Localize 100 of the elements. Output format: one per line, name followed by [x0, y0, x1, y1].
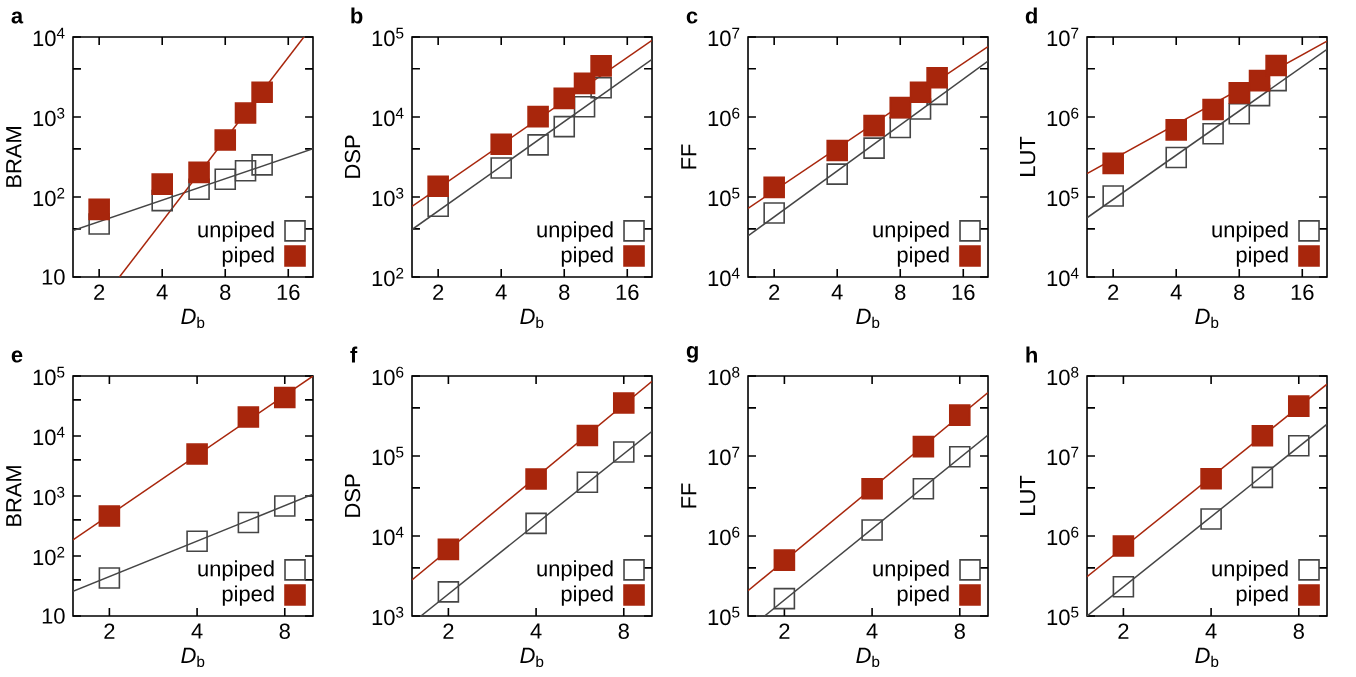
- x-tick-label: 4: [1205, 623, 1217, 639]
- y-tick-label: 10$^{5}$: [1047, 606, 1079, 626]
- y-tick-label: 10$^{3}$: [372, 606, 404, 626]
- chart-title: f: [350, 346, 358, 363]
- y-axis-title: BRAM: [6, 127, 22, 187]
- y-tick-label: 10$^{7}$: [708, 27, 740, 47]
- y-tick-label: 10: [42, 608, 65, 624]
- x-axis-title: D$_{b}$: [520, 647, 544, 668]
- chart-title: g: [686, 346, 698, 363]
- x-tick-label: 2: [1108, 284, 1119, 300]
- x-tick-label: 8: [1234, 284, 1245, 301]
- chart-title: d: [1025, 7, 1037, 24]
- y-tick-label: 10$^{5}$: [708, 606, 740, 626]
- y-tick-label: 10$^{4}$: [372, 526, 404, 546]
- x-axis-title: D$_{b}$: [856, 308, 880, 329]
- x-tick-label: 4: [191, 623, 203, 639]
- x-tick-label: 2: [1118, 623, 1129, 639]
- y-tick-label: 10$^{6}$: [1047, 107, 1079, 127]
- legend-label: unpiped: [537, 560, 613, 581]
- y-tick-label: 10$^{5}$: [372, 27, 404, 47]
- x-axis-title: D$_{b}$: [181, 308, 205, 329]
- x-axis-title: D$_{b}$: [1195, 308, 1219, 329]
- legend-label: piped: [222, 585, 274, 606]
- x-tick-label: 16: [616, 284, 639, 301]
- x-tick-label: 2: [769, 284, 780, 300]
- x-tick-label: 16: [277, 284, 300, 301]
- y-tick-label: 10$^{3}$: [33, 107, 65, 127]
- y-tick-label: 10$^{4}$: [708, 267, 740, 287]
- y-tick-label: 10$^{2}$: [372, 267, 404, 287]
- x-tick-label: 8: [954, 623, 965, 640]
- x-tick-label: 4: [831, 284, 843, 300]
- y-axis-title: FF: [681, 144, 697, 169]
- x-tick-label: 2: [779, 623, 790, 639]
- y-tick-label: 10$^{7}$: [1047, 27, 1079, 47]
- chart-title: e: [11, 350, 23, 363]
- x-tick-label: 16: [1291, 284, 1314, 301]
- y-tick-label: 10$^{6}$: [372, 366, 404, 386]
- y-axis-title: DSP: [344, 474, 361, 517]
- legend-label: unpiped: [537, 221, 613, 242]
- y-tick-label: 10$^{4}$: [1047, 267, 1079, 287]
- x-tick-label: 8: [1293, 623, 1304, 640]
- legend-label: piped: [897, 246, 949, 267]
- legend-label: unpiped: [198, 560, 274, 581]
- y-tick-label: 10$^{6}$: [708, 526, 740, 546]
- y-tick-label: 10$^{2}$: [33, 546, 65, 566]
- legend-label: piped: [1236, 246, 1288, 267]
- x-tick-label: 8: [220, 284, 231, 301]
- x-tick-label: 2: [443, 623, 454, 639]
- x-tick-label: 8: [618, 623, 629, 640]
- x-axis-title: D$_{b}$: [1195, 647, 1219, 668]
- x-tick-label: 4: [1170, 284, 1182, 300]
- legend-label: unpiped: [873, 221, 949, 242]
- legend-label: piped: [222, 246, 274, 267]
- y-tick-label: 10$^{8}$: [1047, 366, 1079, 386]
- x-tick-label: 2: [433, 284, 444, 300]
- y-tick-label: 10$^{4}$: [372, 107, 404, 127]
- chart-title: c: [686, 11, 698, 24]
- x-axis-title: D$_{b}$: [856, 647, 880, 668]
- x-tick-label: 4: [495, 284, 507, 300]
- y-tick-label: 10$^{3}$: [372, 187, 404, 207]
- x-tick-label: 4: [866, 623, 878, 639]
- x-tick-label: 2: [104, 623, 115, 639]
- x-tick-label: 8: [559, 284, 570, 301]
- legend-label: unpiped: [1212, 221, 1288, 242]
- y-axis-title: FF: [681, 483, 697, 508]
- legend-label: unpiped: [1212, 560, 1288, 581]
- legend-label: piped: [1236, 585, 1288, 606]
- x-tick-label: 4: [156, 284, 168, 300]
- y-tick-label: 10$^{6}$: [708, 107, 740, 127]
- legend-label: piped: [897, 585, 949, 606]
- x-tick-label: 16: [952, 284, 975, 301]
- x-axis-title: D$_{b}$: [181, 647, 205, 668]
- y-tick-label: 10$^{5}$: [33, 366, 65, 386]
- x-tick-label: 4: [530, 623, 542, 639]
- x-tick-label: 8: [279, 623, 290, 640]
- y-tick-label: 10$^{2}$: [33, 187, 65, 207]
- y-axis-title: BRAM: [6, 466, 22, 526]
- y-tick-label: 10$^{8}$: [708, 366, 740, 386]
- y-axis-title: DSP: [344, 135, 361, 178]
- legend-label: unpiped: [873, 560, 949, 581]
- y-tick-label: 10$^{3}$: [33, 486, 65, 506]
- x-axis-title: D$_{b}$: [520, 308, 544, 329]
- y-tick-label: 10$^{6}$: [1047, 526, 1079, 546]
- y-tick-label: 10$^{7}$: [1047, 446, 1079, 466]
- y-tick-label: 10$^{5}$: [372, 446, 404, 466]
- y-tick-label: 10$^{4}$: [33, 426, 65, 446]
- legend-label: piped: [561, 246, 613, 267]
- y-tick-label: 10$^{5}$: [708, 187, 740, 207]
- x-tick-label: 8: [895, 284, 906, 301]
- legend-label: unpiped: [198, 221, 274, 242]
- chart-title: a: [11, 11, 24, 24]
- legend-label: piped: [561, 585, 613, 606]
- x-tick-label: 2: [94, 284, 105, 300]
- y-tick-label: 10: [42, 269, 65, 285]
- y-tick-label: 10$^{5}$: [1047, 187, 1079, 207]
- y-tick-label: 10$^{4}$: [33, 27, 65, 47]
- chart-title: h: [1026, 346, 1037, 363]
- chart-title: b: [351, 7, 363, 24]
- y-axis-title: LUT: [1020, 136, 1036, 176]
- y-axis-title: LUT: [1020, 475, 1036, 515]
